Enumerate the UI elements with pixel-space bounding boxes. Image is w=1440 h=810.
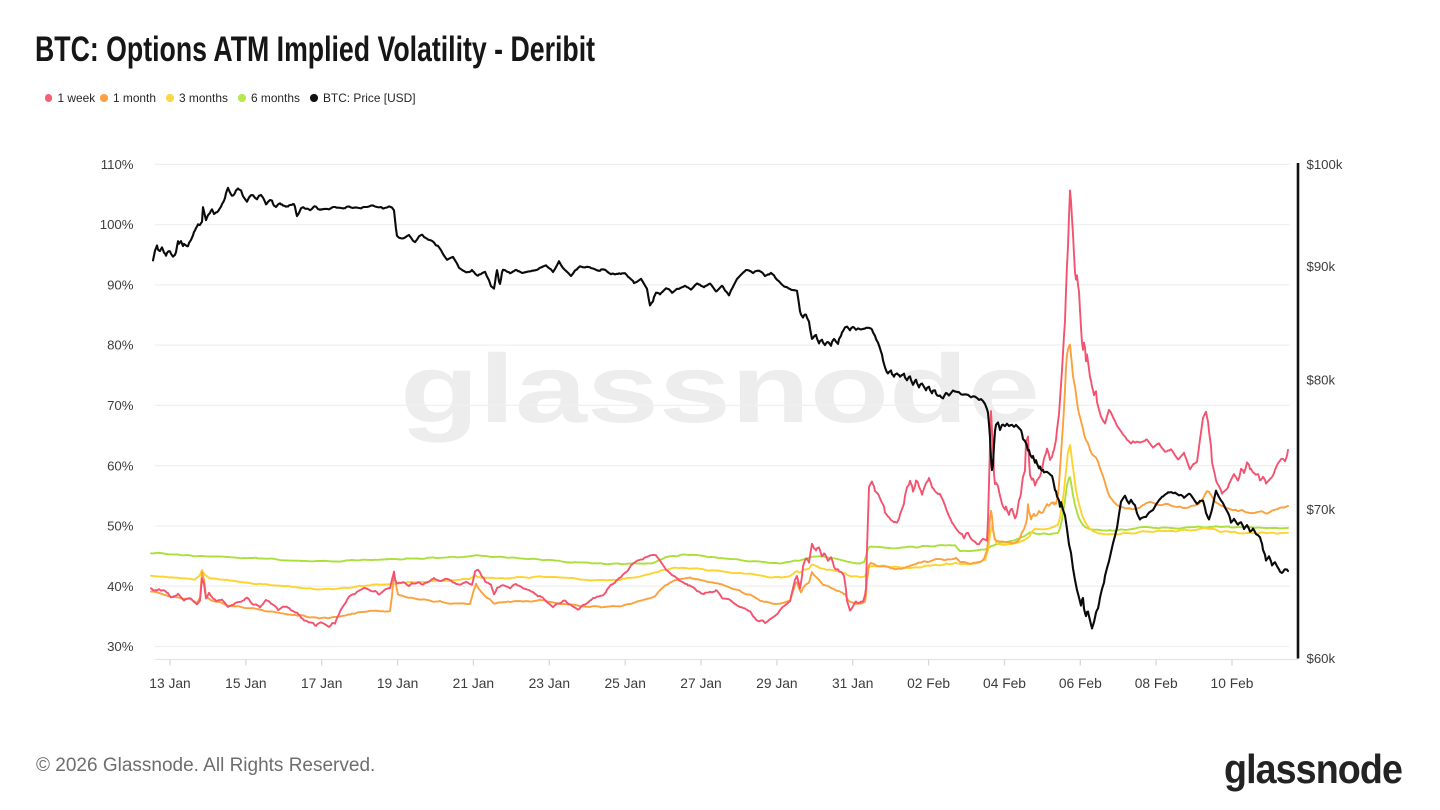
svg-text:110%: 110% (101, 157, 134, 172)
svg-text:$100k: $100k (1307, 157, 1343, 172)
svg-text:10 Feb: 10 Feb (1211, 676, 1254, 691)
svg-text:glassnode: glassnode (1224, 746, 1402, 792)
svg-text:70%: 70% (107, 398, 134, 413)
svg-text:25 Jan: 25 Jan (604, 676, 645, 691)
svg-text:$90k: $90k (1307, 259, 1336, 274)
svg-text:29 Jan: 29 Jan (756, 676, 797, 691)
svg-text:50%: 50% (107, 519, 134, 534)
svg-text:40%: 40% (107, 579, 134, 594)
svg-text:23 Jan: 23 Jan (529, 676, 570, 691)
svg-text:04 Feb: 04 Feb (983, 676, 1026, 691)
svg-text:60%: 60% (107, 458, 134, 473)
svg-text:17 Jan: 17 Jan (301, 676, 342, 691)
svg-text:$80k: $80k (1307, 373, 1336, 388)
svg-text:100%: 100% (100, 217, 134, 232)
svg-text:glassnode: glassnode (400, 334, 1040, 443)
svg-text:15 Jan: 15 Jan (225, 676, 266, 691)
svg-text:$70k: $70k (1307, 502, 1336, 517)
svg-text:06 Feb: 06 Feb (1059, 676, 1102, 691)
svg-text:90%: 90% (107, 278, 134, 293)
svg-text:31 Jan: 31 Jan (832, 676, 873, 691)
svg-text:30%: 30% (107, 639, 134, 654)
svg-text:$60k: $60k (1307, 651, 1336, 666)
svg-text:13 Jan: 13 Jan (149, 676, 190, 691)
svg-text:21 Jan: 21 Jan (453, 676, 494, 691)
svg-text:02 Feb: 02 Feb (907, 676, 950, 691)
svg-text:BTC: Options ATM Implied Volat: BTC: Options ATM Implied Volatility - De… (35, 30, 595, 69)
svg-text:27 Jan: 27 Jan (680, 676, 721, 691)
svg-text:08 Feb: 08 Feb (1135, 676, 1178, 691)
svg-text:80%: 80% (107, 338, 134, 353)
svg-text:19 Jan: 19 Jan (377, 676, 418, 691)
